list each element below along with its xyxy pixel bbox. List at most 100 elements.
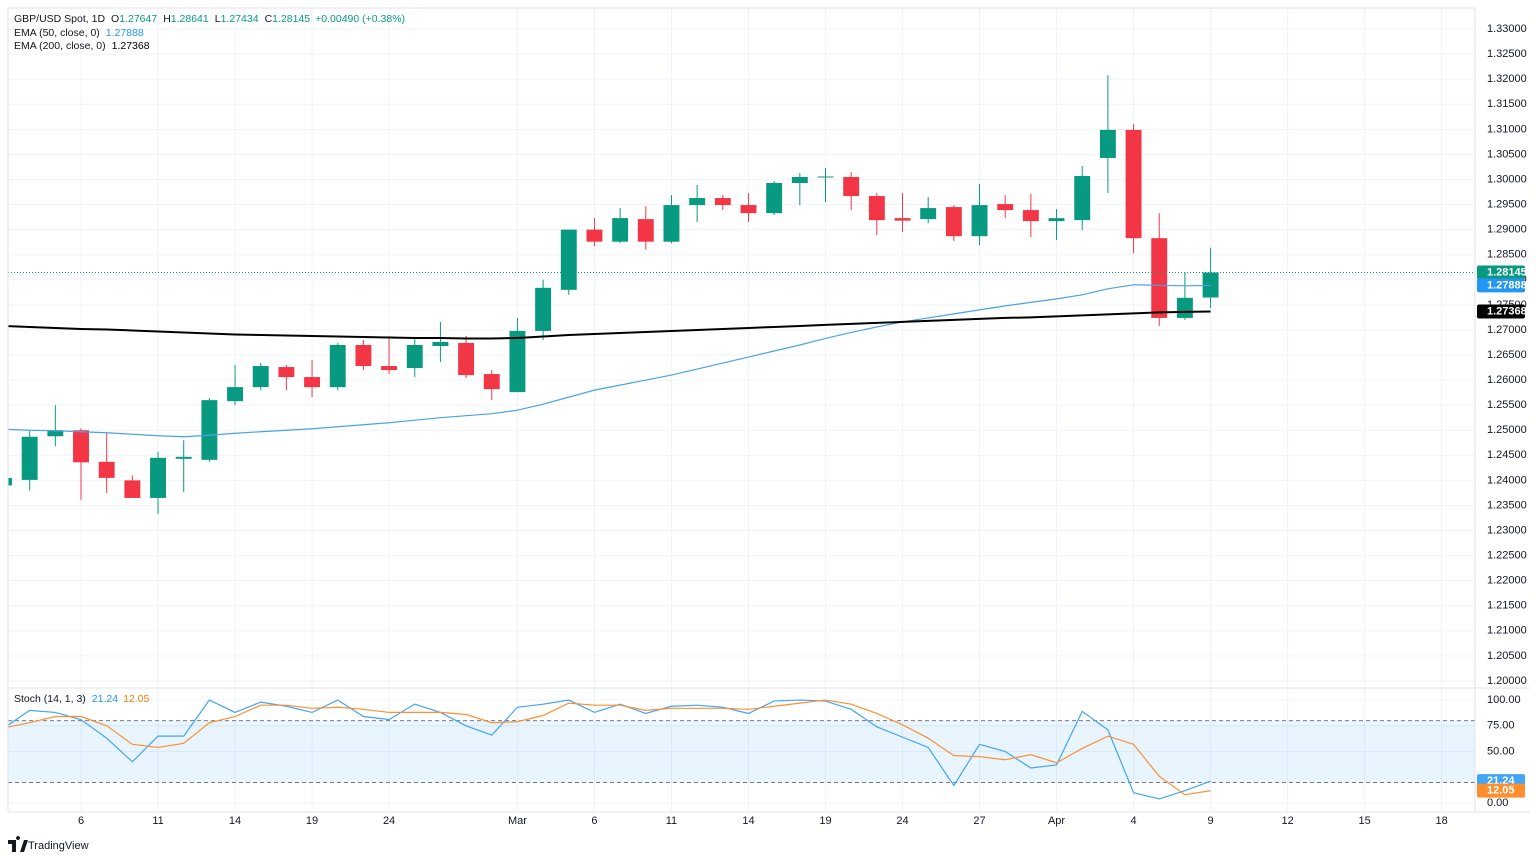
y-tick-label: 100.00	[1487, 694, 1521, 706]
candle-body	[227, 387, 244, 402]
open-value: 1.27647	[119, 13, 157, 25]
candle-body	[766, 183, 783, 214]
candle-body	[150, 457, 166, 498]
x-tick-label: 11	[666, 815, 677, 827]
legend-value: 1.27888	[106, 27, 144, 39]
x-tick-label: 14	[229, 815, 241, 827]
x-tick-label: 15	[1358, 815, 1370, 827]
candle-body	[535, 287, 552, 331]
candle-body	[1048, 218, 1065, 222]
brand: TradingView	[8, 836, 89, 852]
candle-body	[920, 208, 937, 220]
candle-body	[252, 366, 269, 388]
grid	[8, 8, 1475, 812]
y-tick-label: 1.20000	[1487, 675, 1527, 687]
legend-value: 12.05	[123, 693, 149, 705]
y-tick-label: 1.24000	[1487, 474, 1527, 486]
candle-body	[817, 176, 834, 178]
price-badge	[1477, 278, 1525, 293]
legend-name: EMA (200, close, 0)	[14, 40, 106, 52]
candle-body	[971, 205, 988, 237]
y-tick-label: 1.23000	[1487, 524, 1527, 536]
y-tick-label: 50.00	[1487, 745, 1515, 757]
symbol-legend: GBP/USD Spot, 1D O1.27647 H1.28641 L1.27434…	[14, 13, 405, 25]
x-tick-label: 27	[973, 815, 985, 827]
candle-body	[124, 480, 141, 498]
y-tick-label: 1.27000	[1487, 324, 1527, 336]
y-tick-label: 1.31000	[1487, 123, 1527, 135]
candle-body	[73, 430, 89, 463]
price-badge-label: 1.27368	[1487, 305, 1527, 317]
ema-line	[8, 284, 1211, 438]
candle-body	[21, 436, 38, 480]
y-tick-label: 1.31500	[1487, 98, 1527, 110]
candle-body	[406, 344, 423, 369]
stoch-legend: Stoch (14, 1, 3) 21.24 12.05	[14, 693, 150, 705]
candle-body	[458, 342, 475, 376]
x-tick-label: 9	[1208, 815, 1214, 827]
x-tick-label: 6	[591, 815, 597, 827]
ema-legend: EMA (200, close, 0) 1.27368	[14, 40, 150, 52]
candle-body	[637, 219, 654, 242]
change-value: +0.00490 (+0.38%)	[315, 13, 405, 25]
candle-body	[304, 377, 321, 388]
y-tick-label: 1.22500	[1487, 550, 1527, 562]
candle-body	[483, 374, 500, 390]
candle-body	[175, 456, 192, 459]
x-tick-label: Apr	[1048, 815, 1065, 827]
price-badge	[1477, 304, 1525, 319]
candle-body	[329, 344, 346, 388]
ema-legend: EMA (50, close, 0) 1.27888	[14, 27, 144, 39]
candle-body	[560, 229, 577, 290]
candle-body	[612, 218, 629, 242]
legend-value: 21.24	[92, 693, 118, 705]
candle-body	[1125, 129, 1142, 239]
x-tick-label: 14	[742, 815, 754, 827]
y-tick-label: 1.26000	[1487, 374, 1527, 386]
brand-logo	[8, 836, 28, 852]
stoch-line	[8, 699, 1211, 800]
y-tick-label: 1.25000	[1487, 424, 1527, 436]
y-tick-label: 1.28500	[1487, 249, 1527, 261]
candle-body	[1176, 297, 1193, 318]
symbol: GBP/USD Spot, 1D	[14, 13, 105, 25]
y-tick-label: 1.32000	[1487, 73, 1527, 85]
candle-body	[868, 196, 885, 221]
candle-body	[1202, 272, 1219, 298]
stoch-line	[8, 699, 1211, 796]
y-tick-label: 1.29000	[1487, 224, 1527, 236]
close-value: 1.28145	[272, 13, 310, 25]
x-tick-label: Mar	[508, 815, 527, 827]
x-tick-label: 19	[306, 815, 318, 827]
price-badge	[1477, 265, 1525, 280]
x-tick-label: 11	[152, 815, 163, 827]
price-badge-label: 1.28145	[1487, 266, 1527, 278]
x-tick-label: 19	[819, 815, 831, 827]
stoch-pane	[8, 699, 1475, 800]
candle-body	[432, 341, 449, 346]
y-tick-label: 1.24500	[1487, 449, 1527, 461]
ohlc-prefix: L	[215, 13, 221, 25]
y-tick-label: 1.21500	[1487, 600, 1527, 612]
price-badge-label: 12.05	[1487, 785, 1515, 797]
candle-body	[740, 205, 757, 214]
y-tick-label: 1.26500	[1487, 349, 1527, 361]
candle-body	[8, 477, 12, 486]
price-badge-label: 1.27888	[1487, 279, 1527, 291]
high-value: 1.28641	[171, 13, 209, 25]
candle-body	[98, 461, 115, 478]
candle-body	[278, 367, 295, 378]
x-tick-label: 24	[383, 815, 395, 827]
candle-body	[47, 430, 64, 437]
candle-body	[381, 366, 398, 371]
y-tick-label: 1.29500	[1487, 198, 1527, 210]
y-tick-label: 1.32500	[1487, 48, 1527, 60]
x-tick-label: 18	[1436, 815, 1448, 827]
y-tick-label: 1.23500	[1487, 499, 1527, 511]
axes: 6 11 14 19 24 Mar 6 11 14 19 24 27 Apr 4 9 12 15 18 1.2000…	[78, 23, 1527, 827]
y-tick-label: 1.20500	[1487, 650, 1527, 662]
y-tick-label: 1.30500	[1487, 148, 1527, 160]
candle-body	[1022, 210, 1039, 222]
y-tick-label: 1.25500	[1487, 399, 1527, 411]
